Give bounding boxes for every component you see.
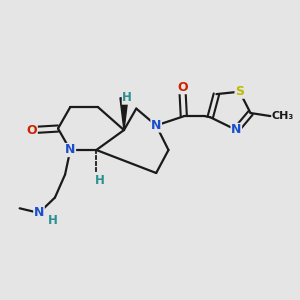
Text: O: O <box>27 124 37 136</box>
Text: H: H <box>48 214 58 227</box>
Text: N: N <box>151 119 161 132</box>
Text: H: H <box>122 91 132 104</box>
Text: N: N <box>231 124 242 136</box>
Text: CH₃: CH₃ <box>272 111 294 121</box>
Text: H: H <box>94 174 104 187</box>
Polygon shape <box>120 98 128 130</box>
Text: S: S <box>235 85 244 98</box>
Text: N: N <box>65 143 76 157</box>
Text: N: N <box>34 206 44 219</box>
Text: O: O <box>177 81 188 94</box>
